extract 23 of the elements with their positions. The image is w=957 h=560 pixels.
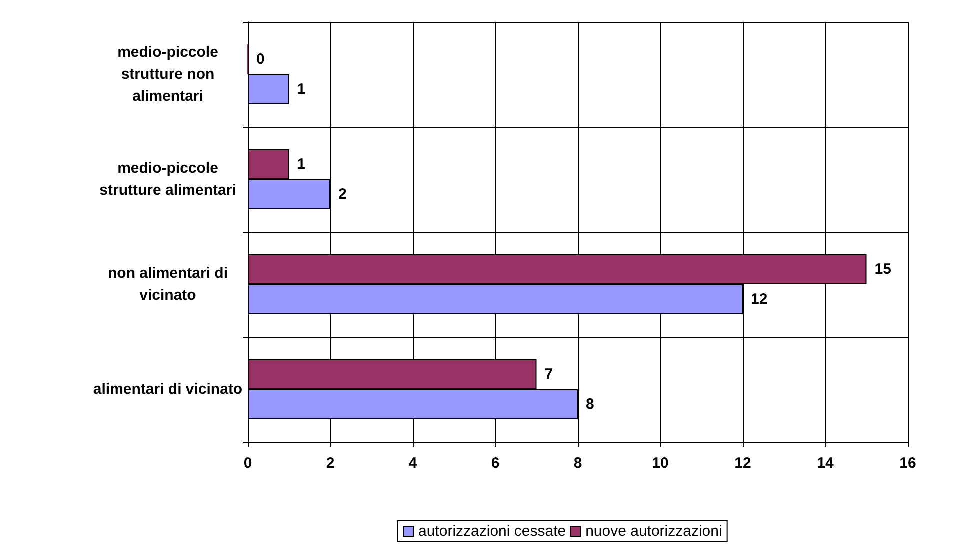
x-tick-label: 0 <box>244 455 252 472</box>
data-label: 7 <box>544 366 554 383</box>
legend-label: nuove autorizzazioni <box>586 523 722 540</box>
data-label: 1 <box>297 81 306 98</box>
x-tick-label: 14 <box>817 455 834 472</box>
data-label: 0 <box>256 51 265 68</box>
y-tick-label: medio-piccole strutture non alimentari <box>118 44 218 105</box>
x-tick-label: 6 <box>491 455 500 472</box>
y-tick-label: non alimentari di vicinato <box>108 265 228 304</box>
x-tick-label: 8 <box>574 455 582 472</box>
x-tick-label: 10 <box>652 455 669 472</box>
x-tick-label: 4 <box>408 455 418 472</box>
y-tick-label: alimentari di vicinato <box>93 381 243 398</box>
data-label: 15 <box>874 261 892 278</box>
x-tick-label: 12 <box>734 455 752 472</box>
data-label: 12 <box>751 291 768 308</box>
x-tick-label: 2 <box>326 455 335 472</box>
y-tick-label: medio-piccole strutture alimentari <box>100 160 236 199</box>
x-tick-label: 16 <box>900 455 916 472</box>
legend-label: autorizzazioni cessate <box>418 523 566 540</box>
data-label: 2 <box>338 186 347 203</box>
data-label: 8 <box>586 396 594 413</box>
data-label: 1 <box>297 156 306 173</box>
